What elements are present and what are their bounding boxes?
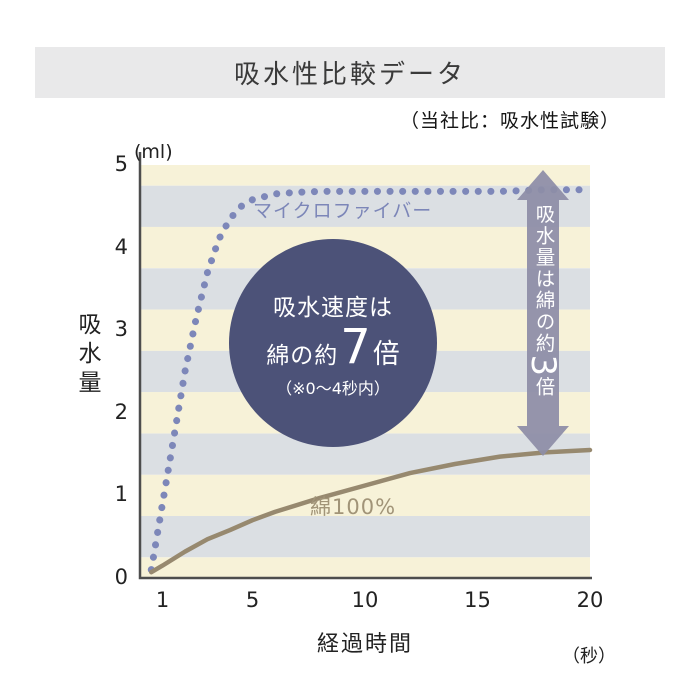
amount-annotation-arrow [517, 170, 569, 456]
y-axis-title: 吸水量 [74, 312, 100, 399]
amount-annotation-text: 吸水量は綿の約3倍 [523, 204, 563, 430]
speed-annotation-note: （※0〜4秒内） [276, 378, 390, 398]
y-tick-5: 5 [114, 152, 128, 176]
speed-annotation-line2: 綿の約 7 倍 [266, 323, 400, 371]
amount-annotation-multiplier: 3 [523, 354, 563, 377]
y-tick-1: 1 [114, 482, 128, 507]
page-title-text: 吸水性比較データ [233, 60, 466, 90]
series-label-cotton: 綿100% [310, 495, 397, 519]
x-tick-1: 1 [155, 588, 170, 612]
x-tick-10: 10 [351, 588, 379, 612]
x-tick-20: 20 [576, 588, 604, 612]
x-tick-5: 5 [245, 588, 260, 612]
speed-annotation-circle: 吸水速度は 綿の約 7 倍 （※0〜4秒内） [229, 239, 437, 447]
amount-annotation-prefix: 吸水量は綿の約 [532, 204, 555, 355]
x-tick-15: 15 [464, 588, 491, 612]
speed-annotation-line1: 吸水速度は [273, 294, 393, 321]
speed-annotation-multiplier: 7 [340, 318, 371, 375]
y-axis-unit: (ml) [134, 141, 173, 163]
y-tick-2: 2 [114, 399, 128, 424]
y-tick-3: 3 [114, 317, 128, 342]
x-axis-unit: （秒） [562, 646, 616, 667]
y-tick-4: 4 [114, 234, 128, 259]
y-tick-0: 0 [114, 565, 128, 589]
series-label-microfiber: マイクロファイバー [253, 200, 433, 222]
chart-subtitle: （当社比：吸水性試験） [399, 110, 620, 132]
x-axis-title: 経過時間 [316, 632, 413, 657]
amount-annotation-suffix: 倍 [532, 376, 555, 398]
page-title: 吸水性比較データ [35, 47, 665, 98]
speed-annotation-prefix: 綿の約 [266, 342, 339, 369]
speed-annotation-suffix: 倍 [372, 338, 400, 370]
